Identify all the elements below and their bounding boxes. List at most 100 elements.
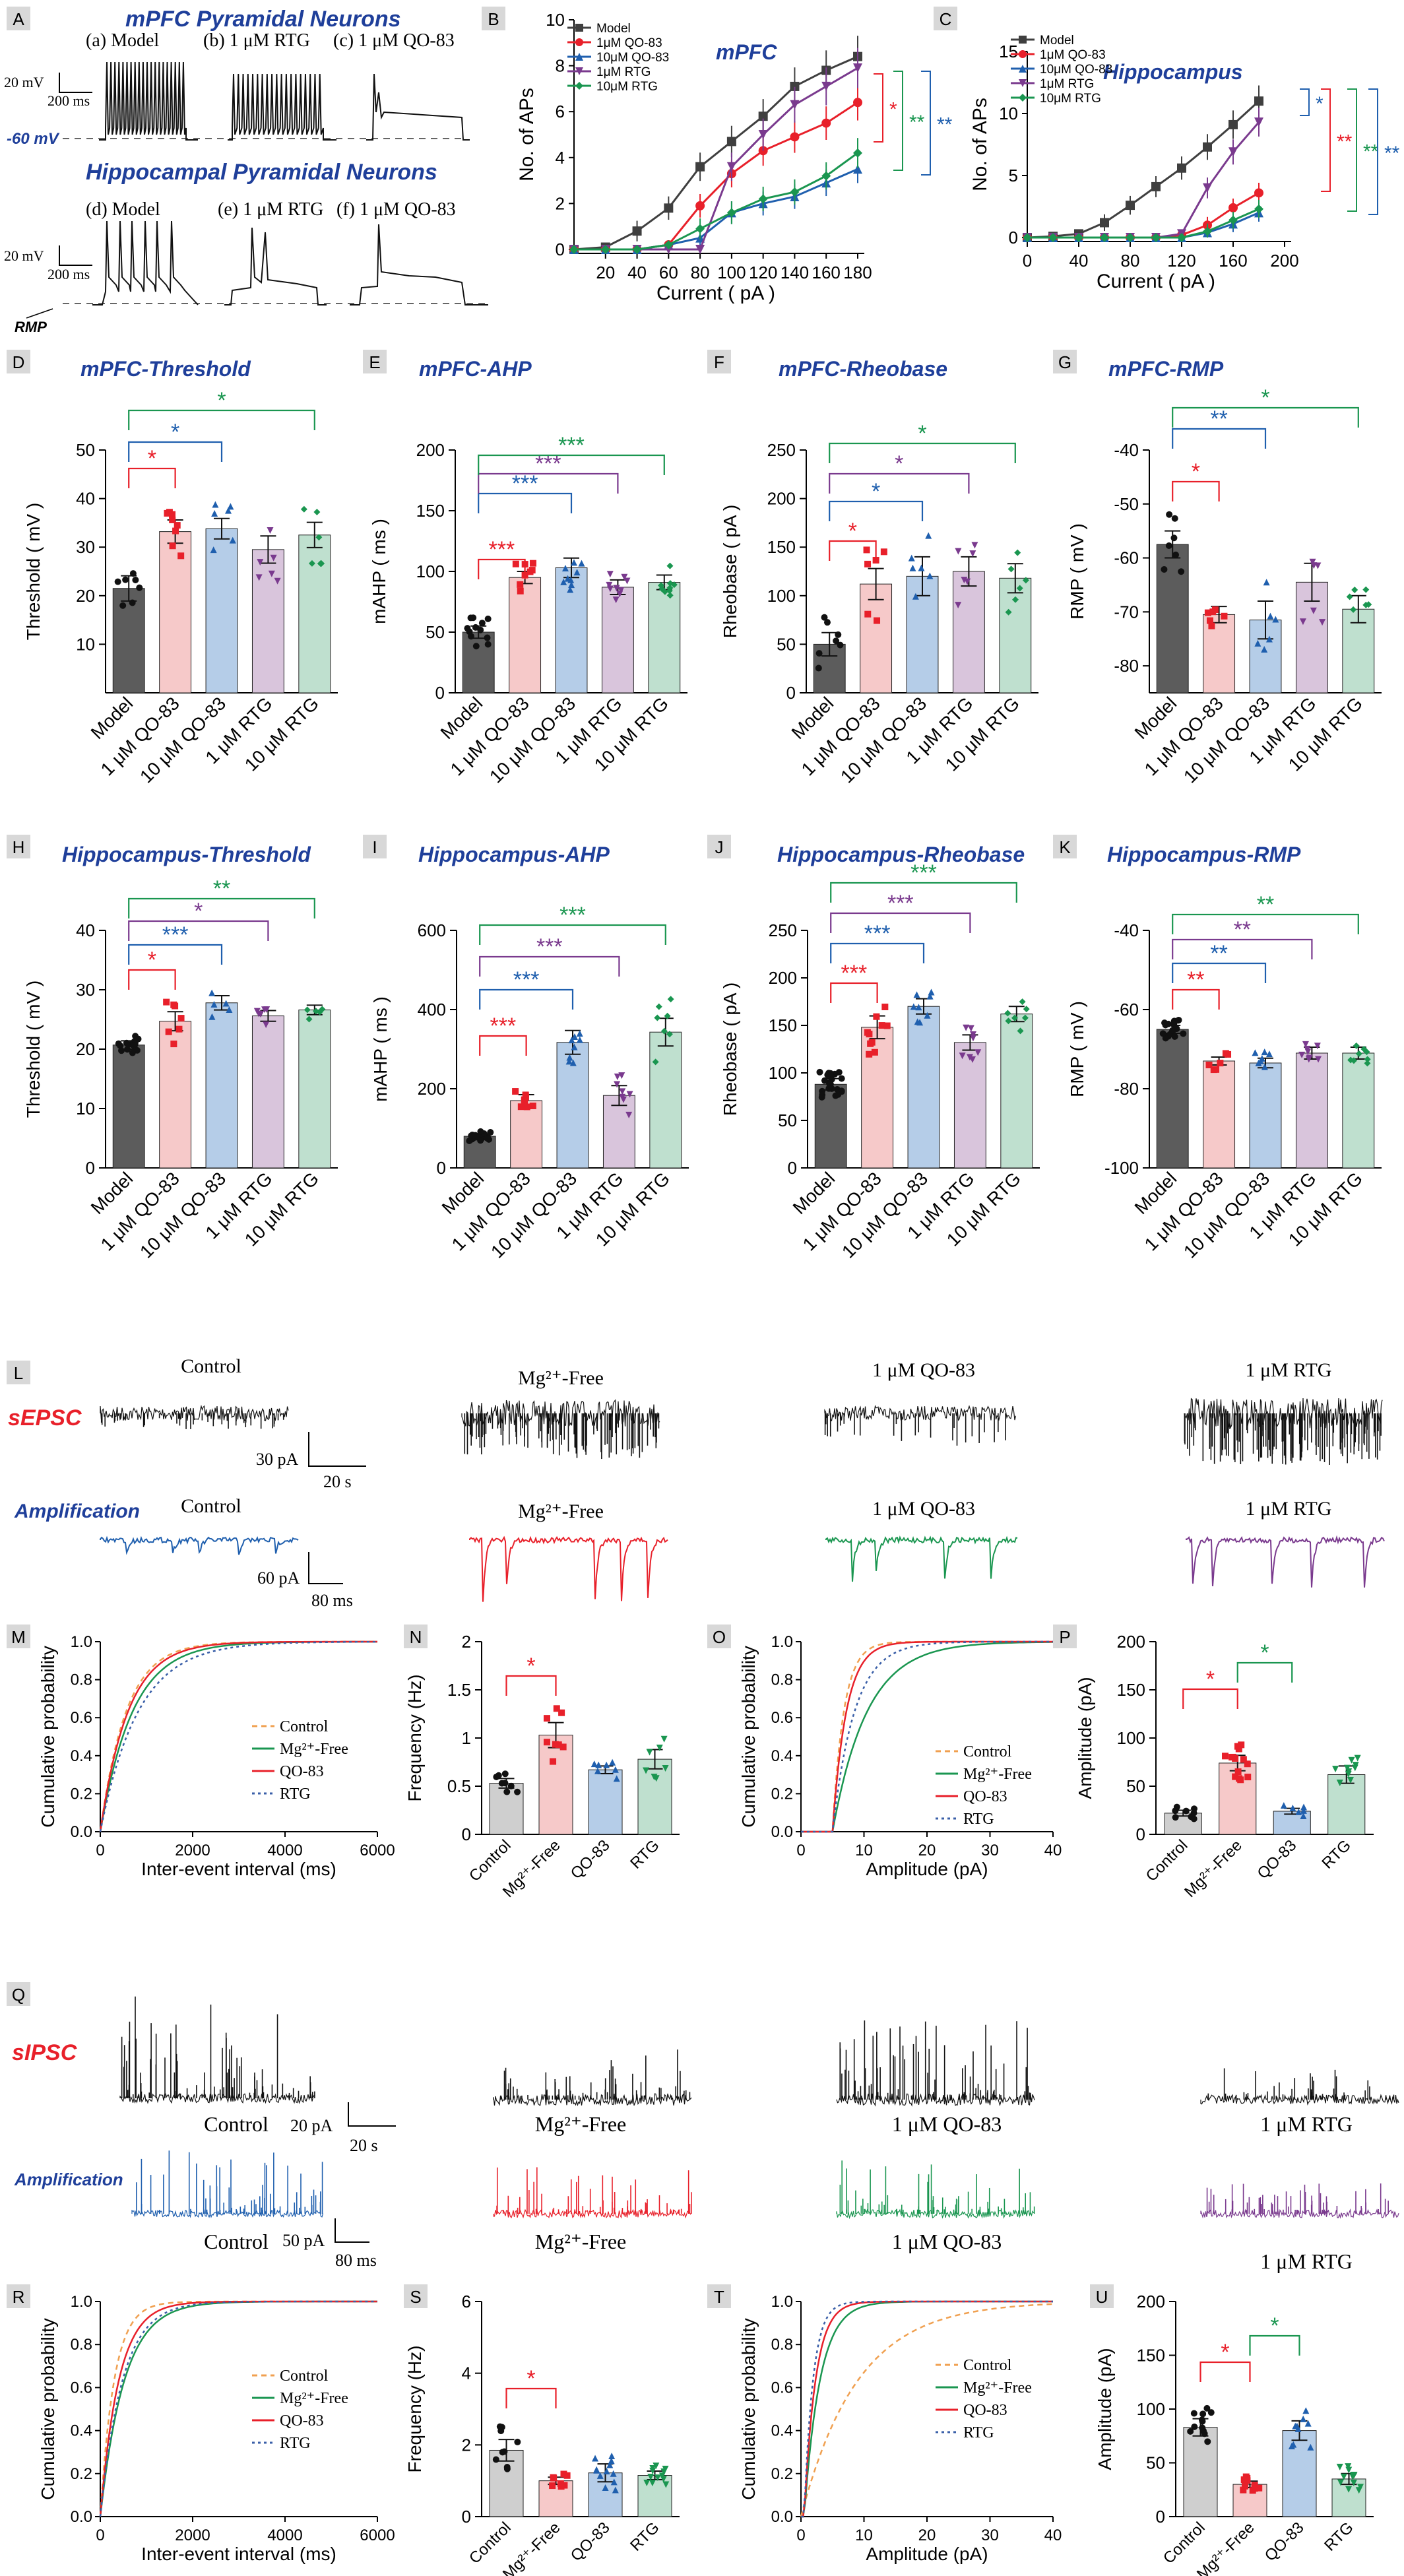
sig-bracket: [830, 982, 878, 1003]
bar: [159, 531, 192, 693]
sepsc-trace-mg: [461, 1399, 660, 1460]
sig-bracket: [1182, 1688, 1238, 1709]
marker: [656, 1744, 663, 1751]
marker: [507, 1782, 515, 1789]
marker: [528, 567, 536, 574]
marker: [1295, 1808, 1302, 1815]
y-tick-label: 0: [86, 1158, 95, 1178]
marker: [1251, 2482, 1258, 2489]
marker: [1254, 117, 1263, 127]
y-tick-label: 100: [1137, 2399, 1165, 2419]
y-axis-label: Frequency (Hz): [404, 2346, 425, 2473]
marker: [821, 171, 831, 181]
marker: [118, 1047, 125, 1054]
marker: [571, 1043, 578, 1050]
bar: [602, 1095, 635, 1169]
y-tick-label: 6: [462, 2292, 471, 2311]
panel-l-amplification: Amplification: [14, 1500, 140, 1522]
marker: [263, 1021, 270, 1029]
y-tick-label: 0: [1136, 1824, 1145, 1844]
marker: [163, 998, 170, 1006]
marker: [873, 1013, 880, 1020]
marker: [1011, 596, 1019, 603]
marker: [169, 516, 176, 523]
bar: [648, 582, 681, 693]
marker: [632, 226, 642, 236]
y-tick-label: 0: [788, 1158, 797, 1178]
panel-q-amplification: Amplification: [14, 2170, 123, 2189]
marker: [652, 1058, 659, 1066]
y-tick-label: 40: [76, 489, 95, 509]
marker: [908, 554, 915, 562]
marker: [1294, 2425, 1302, 2432]
trace-path: [228, 73, 336, 141]
trace-mpfc-rtg: [228, 73, 336, 141]
x-tick-label: 0: [96, 1842, 104, 1859]
y-tick-label: 1.0: [71, 2293, 92, 2311]
legend-entry: QO-83: [280, 2412, 324, 2430]
sepsc-trace-control: [100, 1404, 289, 1429]
series-line: [99, 1640, 377, 1832]
sig-mark: *: [848, 519, 857, 544]
marker: [1221, 612, 1228, 620]
y-tick-label: -80: [1114, 1079, 1139, 1099]
marker: [1332, 1766, 1339, 1773]
marker: [1238, 1741, 1245, 1749]
marker: [1252, 1049, 1259, 1056]
marker: [695, 201, 705, 210]
marker: [1151, 181, 1161, 191]
x-tick-label: 4000: [267, 2527, 302, 2544]
marker: [666, 1031, 673, 1038]
marker: [226, 1006, 233, 1013]
sig-bracket: [479, 1035, 527, 1056]
marker: [549, 2482, 556, 2490]
y-tick-label: 100: [767, 586, 796, 606]
legend-entry: 1μM RTG: [596, 65, 651, 79]
marker: [558, 1709, 565, 1716]
chart-title: Hippocampus-RMP: [1107, 843, 1301, 866]
marker: [517, 587, 524, 595]
marker: [1100, 218, 1109, 228]
y-tick-label: 1.5: [447, 1680, 471, 1700]
panel-q-label-bot-rtg: 1 μM RTG: [1260, 2249, 1353, 2273]
y-tick-label: 0.0: [771, 2508, 793, 2526]
y-tick-label: 5: [1009, 166, 1018, 185]
marker: [114, 578, 121, 585]
marker: [211, 509, 218, 517]
panel-letter-box: [363, 835, 387, 858]
marker: [1016, 585, 1023, 592]
x-tick-label: 20: [918, 1842, 936, 1859]
sig-bracket: [479, 988, 574, 1010]
panel-q-label-top-mg: Mg²⁺-Free: [535, 2112, 626, 2136]
sig-mark: **: [1234, 917, 1251, 942]
bar: [112, 588, 145, 693]
sig-bracket: [128, 467, 176, 488]
marker: [1352, 1762, 1359, 1769]
marker: [667, 996, 674, 1003]
y-tick-label: 0.6: [71, 1709, 92, 1727]
marker: [608, 2452, 616, 2459]
marker: [1307, 2443, 1314, 2451]
panel-letter: N: [410, 1627, 422, 1647]
bar: [298, 1010, 331, 1169]
x-tick-label: RTG: [1318, 1836, 1355, 1873]
marker: [818, 1093, 825, 1101]
y-tick-label: 0: [462, 1824, 471, 1844]
marker: [660, 1027, 668, 1035]
x-tick-label: 160: [812, 263, 841, 282]
trace-path: [836, 2093, 1035, 2107]
marker: [129, 599, 136, 606]
y-tick-label: 6: [556, 102, 565, 121]
marker: [1170, 1021, 1177, 1028]
y-tick-label: 50: [76, 440, 95, 460]
bar: [953, 1042, 986, 1169]
panel-l-sepsc: sEPSC: [8, 1405, 82, 1431]
marker: [864, 610, 872, 618]
y-tick-label: 2: [556, 193, 565, 213]
x-tick-label: 4000: [267, 1842, 302, 1859]
marker: [1199, 2410, 1207, 2418]
marker: [165, 1028, 172, 1035]
marker: [1165, 1020, 1172, 1027]
marker: [303, 1006, 311, 1014]
marker: [835, 1091, 842, 1098]
